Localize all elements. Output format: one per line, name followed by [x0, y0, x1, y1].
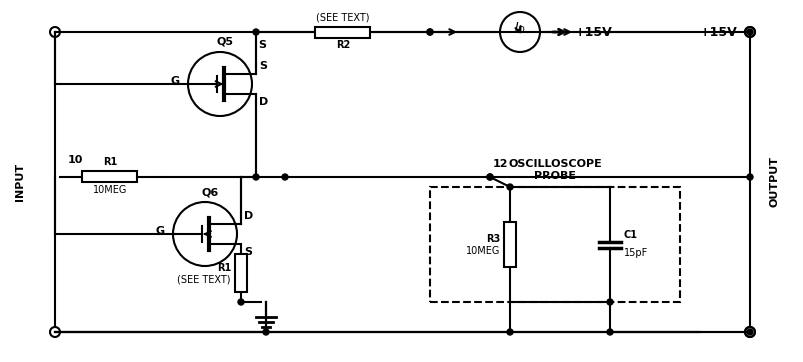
Circle shape: [507, 184, 512, 190]
Text: R3: R3: [485, 235, 499, 244]
Circle shape: [426, 29, 433, 35]
Circle shape: [282, 174, 287, 180]
Text: $I_D$: $I_D$: [513, 20, 525, 35]
Text: G: G: [156, 226, 165, 236]
Text: D: D: [243, 211, 253, 221]
Text: (SEE TEXT): (SEE TEXT): [177, 275, 230, 285]
Text: OUTPUT: OUTPUT: [769, 156, 779, 207]
Bar: [430, 187, 679, 302]
Circle shape: [426, 29, 433, 35]
Circle shape: [746, 329, 752, 335]
Circle shape: [253, 174, 259, 180]
Circle shape: [746, 29, 752, 35]
Text: Q5: Q5: [216, 37, 233, 47]
Text: +15V: +15V: [699, 25, 737, 38]
Text: G: G: [171, 76, 180, 86]
Text: PROBE: PROBE: [533, 171, 575, 181]
Text: S: S: [259, 61, 267, 71]
Text: R1: R1: [103, 157, 117, 167]
Text: R1: R1: [217, 263, 230, 273]
Bar: [234, 254, 247, 292]
Circle shape: [263, 329, 269, 335]
Circle shape: [253, 29, 259, 35]
Text: OSCILLOSCOPE: OSCILLOSCOPE: [507, 159, 601, 169]
Text: Q6: Q6: [201, 188, 218, 198]
Circle shape: [238, 299, 243, 305]
Bar: [315, 26, 370, 38]
Text: D: D: [259, 97, 268, 107]
Text: INPUT: INPUT: [15, 163, 25, 201]
Circle shape: [487, 174, 492, 180]
Text: 12: 12: [492, 159, 507, 169]
Text: (SEE TEXT): (SEE TEXT): [316, 12, 369, 22]
Circle shape: [507, 329, 512, 335]
Circle shape: [606, 329, 612, 335]
Circle shape: [606, 299, 612, 305]
Text: +15V: +15V: [574, 25, 612, 38]
Text: S: S: [258, 40, 266, 50]
Text: 10MEG: 10MEG: [465, 247, 499, 257]
Text: C1: C1: [623, 231, 638, 240]
Circle shape: [746, 174, 752, 180]
Bar: [503, 222, 516, 267]
Text: R2: R2: [336, 40, 349, 50]
Bar: [83, 172, 137, 182]
Text: 10MEG: 10MEG: [92, 185, 127, 195]
Circle shape: [487, 174, 492, 180]
Text: 15pF: 15pF: [623, 248, 647, 258]
Text: S: S: [243, 247, 251, 257]
Text: 10: 10: [68, 155, 84, 165]
